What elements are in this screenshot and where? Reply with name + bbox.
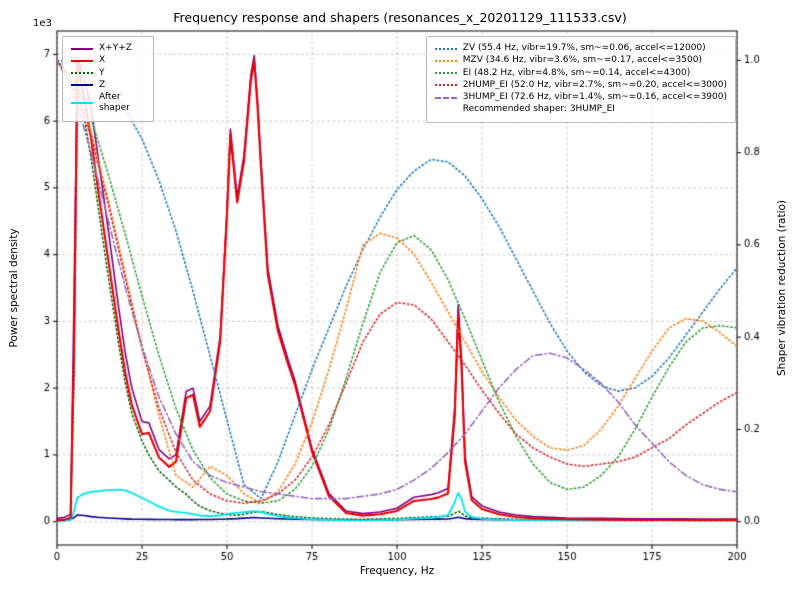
legend-item: Y <box>71 68 145 79</box>
axis-offset-text: 1e3 <box>33 18 52 29</box>
legend-line-sample <box>434 84 457 87</box>
legend-line-sample <box>71 59 93 62</box>
legend-label: X <box>99 55 106 66</box>
legend-label: ZV (55.4 Hz, vibr=19.7%, sm~=0.06, accel… <box>462 43 706 53</box>
legend-item: MZV (34.6 Hz, vibr=3.6%, sm~=0.17, accel… <box>434 55 727 66</box>
legend-item: 2HUMP_EI (52.0 Hz, vibr=2.7%, sm~=0.20, … <box>434 79 727 91</box>
legend-item: X <box>71 55 145 66</box>
legend-item: Z <box>71 80 145 91</box>
legend-line-sample <box>434 59 457 62</box>
x-axis-label: Frequency, Hz <box>359 565 435 577</box>
legend-label: Y <box>99 67 105 78</box>
chart-title: Frequency response and shapers (resonanc… <box>173 10 627 25</box>
legend-label: Z <box>99 79 106 90</box>
legend-label: Recommended shaper: 3HUMP_EI <box>462 104 615 115</box>
legend-item: 3HUMP_EI (72.6 Hz, vibr=1.4%, sm~=0.16, … <box>434 92 727 103</box>
shaper-legend: ZV (55.4 Hz, vibr=19.7%, sm~=0.06, accel… <box>425 36 736 123</box>
legend-line-sample <box>434 96 457 99</box>
legend-item: EI (48.2 Hz, vibr=4.8%, sm~=0.14, accel<… <box>434 67 727 79</box>
legend-label: X+Y+Z <box>99 43 132 53</box>
legend-label: After shaper <box>99 92 130 114</box>
legend-item: X+Y+Z <box>71 43 145 54</box>
legend-line-sample <box>434 47 457 50</box>
y-axis-left-label: Power spectral density <box>8 228 20 348</box>
legend-line-sample <box>434 72 457 75</box>
legend-line-sample <box>71 72 93 75</box>
legend-label: 2HUMP_EI (52.0 Hz, vibr=2.7%, sm~=0.20, … <box>462 79 727 90</box>
legend-label: 3HUMP_EI (72.6 Hz, vibr=1.4%, sm~=0.16, … <box>462 92 727 102</box>
psd-legend: X+Y+Z X Y Z After shaper <box>62 36 154 122</box>
legend-item: ZV (55.4 Hz, vibr=19.7%, sm~=0.06, accel… <box>434 43 727 54</box>
legend-item: Recommended shaper: 3HUMP_EI <box>435 104 727 115</box>
legend-label: MZV (34.6 Hz, vibr=3.6%, sm~=0.17, accel… <box>462 55 702 66</box>
legend-label: EI (48.2 Hz, vibr=4.8%, sm~=0.14, accel<… <box>462 67 691 78</box>
y-axis-right-label: Shaper vibration reduction (ratio) <box>776 199 788 377</box>
legend-line-sample <box>71 102 93 105</box>
legend-line-sample <box>71 47 93 50</box>
legend-item: After shaper <box>71 92 145 115</box>
legend-line-sample <box>71 84 93 87</box>
